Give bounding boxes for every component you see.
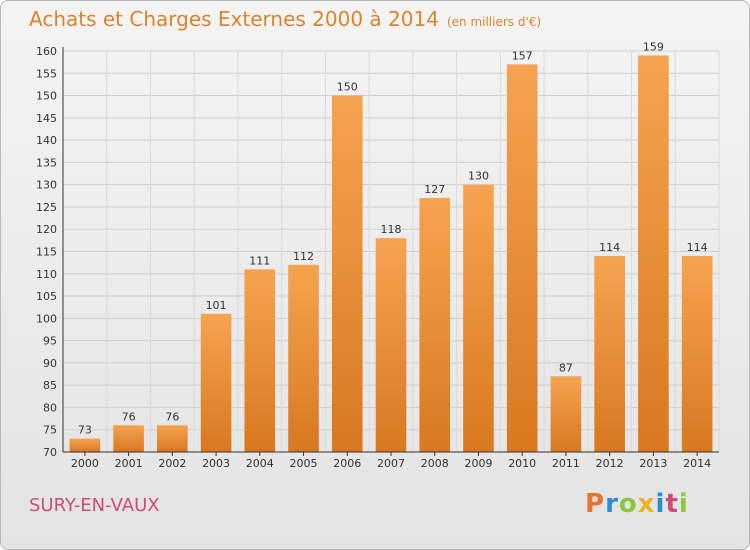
bar-2010 [506,64,538,452]
chart-title: Achats et Charges Externes 2000 à 2014 (e… [29,7,541,31]
y-tick-label: 150 [36,90,57,103]
logo-letter: o [618,489,638,519]
data-label: 87 [559,361,573,374]
y-tick-label: 80 [43,401,57,414]
logo-letter: r [605,489,619,519]
x-tick-label: 2001 [115,457,143,470]
y-tick-label: 95 [43,335,57,348]
y-tick-label: 75 [43,424,57,437]
bar-2000 [69,438,101,452]
logo-letter: x [637,489,656,519]
y-tick-label: 105 [36,290,57,303]
data-label: 76 [122,410,136,423]
x-tick-label: 2006 [333,457,361,470]
bar-2014 [681,255,713,452]
x-tick-label: 2000 [71,457,99,470]
bar-2008 [419,198,451,452]
logo-letter: i [678,489,689,519]
x-tick-label: 2005 [290,457,318,470]
data-label: 150 [337,81,358,94]
data-label: 118 [381,223,402,236]
bar-2005 [288,264,319,452]
data-label: 111 [249,254,270,267]
y-tick-label: 140 [36,134,57,147]
x-tick-label: 2002 [158,457,186,470]
y-tick-label: 70 [43,446,57,459]
x-tick-label: 2013 [639,457,667,470]
data-label: 76 [165,410,179,423]
bar-2007 [375,238,407,452]
data-label: 101 [206,299,227,312]
x-tick-label: 2007 [377,457,405,470]
x-tick-label: 2011 [552,457,580,470]
data-labels: 73 76 76 101 111 112 150 118 127 130 157 87 114 159 11… [78,40,708,436]
proxiti-logo[interactable]: Proxiti [585,489,689,519]
y-tick-label: 115 [36,246,57,259]
axes: 70 75 80 85 90 95 100 105 110 115 120 125 130 135 140 1… [36,45,719,470]
y-tick-label: 90 [43,357,57,370]
chart-title-text: Achats et Charges Externes 2000 à 2014 [29,7,439,31]
data-label: 112 [293,250,314,263]
bar-2012 [594,255,625,452]
data-label: 157 [512,49,533,62]
y-tick-label: 160 [36,45,57,58]
x-tick-label: 2014 [683,457,711,470]
logo-letter: t [665,489,679,519]
data-label: 114 [687,241,708,254]
data-label: 73 [78,424,92,437]
x-tick-label: 2008 [421,457,449,470]
data-label: 127 [424,183,445,196]
bar-2002 [157,425,188,452]
bar-2004 [244,269,276,452]
y-tick-label: 145 [36,112,57,125]
x-tick-label: 2010 [508,457,536,470]
logo-letter: P [585,489,606,519]
bar-2009 [463,184,494,452]
data-label: 130 [468,170,489,183]
bar-2003 [200,313,232,452]
bar-2013 [638,55,669,452]
bars [69,55,713,453]
logo-letter: i [655,489,666,519]
y-tick-label: 110 [36,268,57,281]
y-tick-label: 135 [36,156,57,169]
bar-2011 [550,376,582,452]
y-tick-label: 100 [36,312,57,325]
data-label: 114 [599,241,620,254]
x-tick-label: 2012 [596,457,624,470]
bar-2001 [113,425,144,452]
x-tick-label: 2003 [202,457,230,470]
x-tick-label: 2009 [464,457,492,470]
y-tick-label: 120 [36,223,57,236]
y-tick-label: 155 [36,67,57,80]
x-tick-label: 2004 [246,457,274,470]
bar-2006 [331,95,363,453]
data-label: 159 [643,40,664,53]
y-tick-label: 130 [36,179,57,192]
commune-name: SURY-EN-VAUX [29,495,160,516]
y-tick-label: 125 [36,201,57,214]
y-tick-label: 85 [43,379,57,392]
chart-unit: (en milliers d'€) [446,15,542,29]
